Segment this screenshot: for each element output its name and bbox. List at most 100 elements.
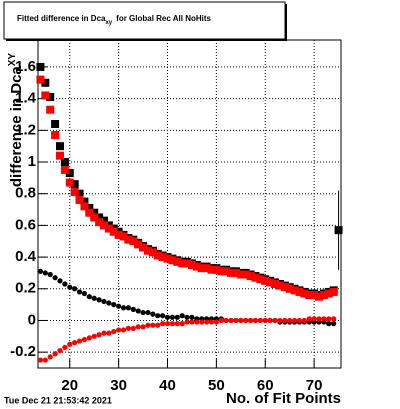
marker	[42, 270, 48, 276]
marker	[179, 313, 185, 319]
marker	[194, 319, 200, 325]
marker	[256, 275, 265, 284]
plot-frame	[37, 39, 342, 369]
marker	[75, 196, 84, 205]
marker	[169, 321, 175, 327]
marker	[60, 165, 69, 174]
marker	[189, 314, 195, 320]
x-tick-label: 20	[61, 377, 78, 394]
marker	[310, 291, 319, 300]
marker	[72, 286, 78, 292]
marker	[168, 256, 177, 265]
marker	[65, 178, 74, 187]
marker	[262, 317, 268, 324]
marker	[119, 232, 128, 241]
marker	[101, 330, 107, 336]
marker	[174, 314, 180, 320]
marker	[41, 91, 50, 100]
marker	[148, 248, 157, 257]
marker	[228, 317, 234, 324]
marker	[160, 313, 166, 319]
marker	[67, 341, 73, 347]
marker	[158, 253, 167, 262]
y-tick-label: 0.2	[15, 280, 36, 297]
marker	[46, 93, 55, 102]
marker	[81, 336, 88, 343]
marker	[125, 305, 132, 311]
x-axis-label: No. of Fit Points	[226, 390, 341, 407]
marker	[319, 291, 328, 300]
marker	[305, 291, 314, 300]
marker	[197, 264, 206, 273]
marker	[130, 325, 136, 331]
marker	[160, 321, 166, 327]
marker	[236, 270, 245, 279]
marker	[81, 290, 88, 297]
marker	[111, 302, 117, 308]
marker	[67, 284, 73, 290]
marker	[140, 309, 146, 316]
x-tick-label: 70	[306, 377, 323, 394]
marker	[47, 271, 53, 278]
marker	[227, 268, 236, 277]
marker	[266, 278, 275, 287]
marker	[311, 316, 317, 322]
marker	[267, 317, 273, 324]
marker	[296, 317, 303, 324]
marker	[321, 316, 327, 322]
marker	[192, 262, 201, 271]
marker	[189, 319, 195, 325]
marker	[277, 317, 283, 324]
marker	[55, 142, 64, 151]
marker	[207, 265, 216, 274]
y-tick-label: 1.4	[15, 90, 37, 107]
x-tick-label: 40	[159, 377, 176, 394]
chart-title: Fitted difference in Dcaxy for Global Rec…	[17, 14, 212, 25]
marker	[95, 213, 104, 222]
y-tick-label: 0.6	[15, 216, 36, 233]
marker	[80, 202, 89, 211]
marker	[329, 287, 338, 296]
marker	[46, 105, 55, 114]
marker	[76, 289, 83, 295]
marker	[261, 276, 270, 285]
marker	[208, 319, 215, 325]
marker	[129, 237, 138, 246]
marker	[187, 261, 196, 270]
marker	[111, 328, 117, 335]
marker	[65, 169, 74, 178]
marker	[139, 243, 148, 252]
marker	[169, 314, 175, 320]
title-box	[3, 1, 286, 40]
marker	[204, 319, 210, 325]
marker	[96, 332, 102, 338]
marker	[106, 330, 112, 336]
marker	[246, 272, 255, 281]
y-tick-label: 1.2	[15, 121, 36, 138]
marker	[217, 267, 226, 276]
marker	[62, 344, 68, 351]
marker	[238, 317, 244, 324]
x-tick-label: 60	[257, 377, 274, 394]
marker	[252, 317, 259, 324]
y-tick-label: 1	[28, 153, 36, 170]
marker	[184, 314, 190, 320]
marker	[85, 208, 94, 217]
marker	[90, 213, 99, 222]
marker	[326, 321, 332, 327]
marker	[70, 188, 79, 197]
marker	[134, 240, 143, 249]
marker	[324, 289, 333, 298]
marker	[52, 275, 58, 281]
marker	[90, 208, 99, 217]
y-tick-label: 0.4	[15, 248, 37, 265]
marker	[291, 317, 298, 324]
marker	[178, 259, 187, 268]
marker	[218, 317, 224, 324]
marker	[164, 321, 171, 327]
marker	[91, 295, 97, 301]
marker	[212, 265, 221, 274]
marker	[130, 306, 136, 312]
marker	[275, 281, 284, 290]
